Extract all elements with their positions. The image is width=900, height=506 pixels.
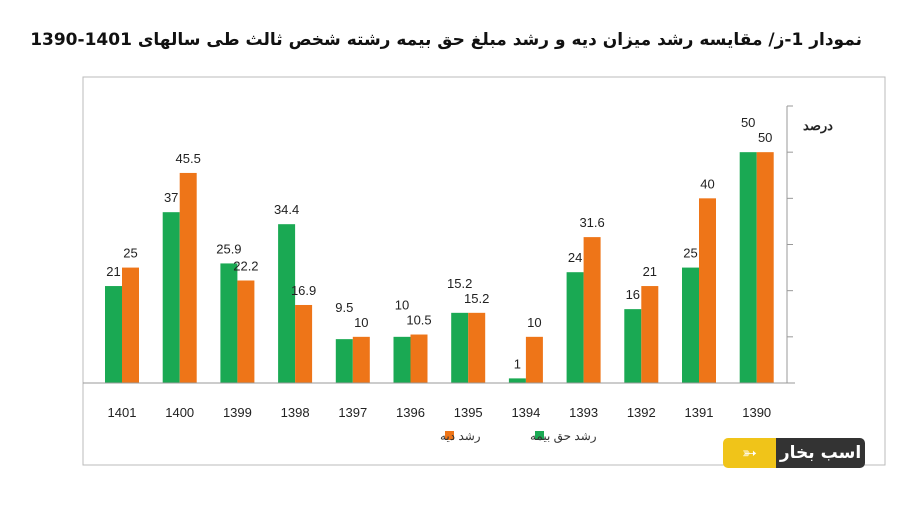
logo: ➳ اسب بخار bbox=[723, 438, 865, 468]
bar bbox=[756, 152, 774, 383]
bar bbox=[699, 198, 716, 383]
data-label: 40 bbox=[700, 176, 714, 191]
bar bbox=[179, 172, 197, 383]
data-label: 22.2 bbox=[233, 259, 258, 274]
data-label: 16.9 bbox=[291, 283, 316, 298]
data-label: 15.2 bbox=[464, 291, 489, 306]
bar bbox=[278, 224, 296, 383]
x-tick-label: 1392 bbox=[627, 405, 656, 420]
bar bbox=[739, 152, 757, 383]
y-axis-label: درصد bbox=[803, 118, 833, 134]
x-tick-label: 1398 bbox=[281, 405, 310, 420]
data-label: 10 bbox=[395, 298, 409, 313]
bar bbox=[105, 286, 122, 383]
x-tick-label: 1397 bbox=[338, 405, 367, 420]
x-tick-label: 1393 bbox=[569, 405, 598, 420]
data-label: 50 bbox=[741, 115, 755, 130]
bar bbox=[295, 304, 313, 383]
bar bbox=[583, 237, 601, 383]
data-label: 21 bbox=[643, 264, 657, 279]
data-label: 45.5 bbox=[176, 151, 201, 166]
bar bbox=[410, 334, 428, 383]
x-tick-label: 1396 bbox=[396, 405, 425, 420]
legend-swatch bbox=[445, 431, 454, 440]
bar bbox=[566, 272, 584, 383]
data-label: 1 bbox=[514, 356, 521, 371]
bar bbox=[162, 212, 180, 383]
data-label: 37 bbox=[164, 190, 178, 205]
x-tick-label: 1399 bbox=[223, 405, 252, 420]
x-tick-label: 1401 bbox=[108, 405, 137, 420]
bar bbox=[468, 312, 486, 383]
data-label: 15.2 bbox=[447, 276, 472, 291]
legend-label: رشد دیه bbox=[440, 429, 481, 443]
bar bbox=[682, 267, 699, 383]
data-label: 10 bbox=[527, 315, 541, 330]
data-label: 25.9 bbox=[216, 241, 241, 256]
x-tick-label: 1391 bbox=[685, 405, 714, 420]
bar bbox=[508, 378, 526, 383]
bar bbox=[122, 267, 139, 383]
data-label: 21 bbox=[106, 264, 120, 279]
data-label: 16 bbox=[626, 287, 640, 302]
data-label: 9.5 bbox=[335, 300, 353, 315]
bar bbox=[525, 336, 543, 383]
data-label: 50 bbox=[758, 130, 772, 145]
bar bbox=[335, 339, 353, 383]
bar bbox=[352, 336, 370, 383]
data-label: 10.5 bbox=[406, 313, 431, 328]
x-tick-label: 1394 bbox=[511, 405, 540, 420]
bar bbox=[393, 336, 411, 383]
data-label: 24 bbox=[568, 250, 582, 265]
legend-swatch bbox=[535, 431, 544, 440]
legend-label: رشد حق بیمه bbox=[530, 429, 597, 443]
bar bbox=[220, 263, 238, 383]
bar bbox=[641, 286, 659, 383]
bar bbox=[237, 280, 255, 383]
bar bbox=[451, 312, 469, 383]
chart-title: نمودار 1-ز/ مقایسه رشد میزان دیه و رشد م… bbox=[30, 30, 862, 50]
data-label: 10 bbox=[354, 315, 368, 330]
data-label: 25 bbox=[123, 246, 137, 261]
horse-logo-icon: ➳ bbox=[723, 438, 776, 468]
x-tick-label: 1395 bbox=[454, 405, 483, 420]
x-tick-label: 1400 bbox=[165, 405, 194, 420]
bar bbox=[624, 309, 642, 383]
logo-text: اسب بخار bbox=[776, 438, 865, 468]
data-label: 34.4 bbox=[274, 202, 299, 217]
chart-frame bbox=[82, 76, 886, 466]
data-label: 25 bbox=[683, 246, 697, 261]
data-label: 31.6 bbox=[579, 215, 604, 230]
x-tick-label: 1390 bbox=[742, 405, 771, 420]
